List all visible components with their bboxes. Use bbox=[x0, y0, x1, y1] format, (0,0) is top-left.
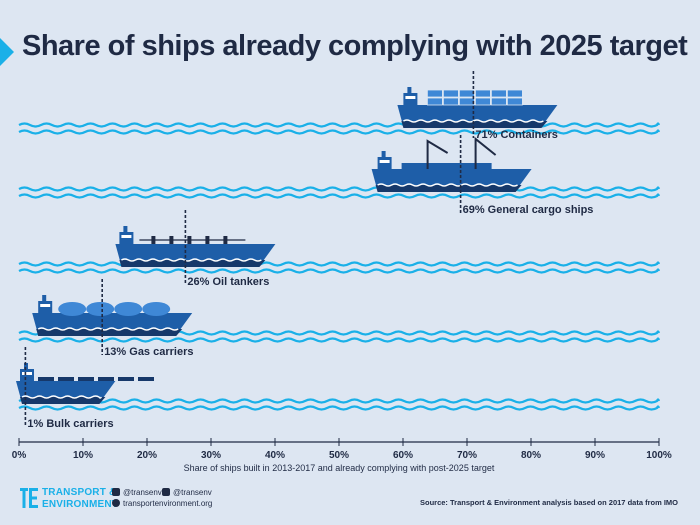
wave-line bbox=[18, 398, 661, 404]
facebook-text: @transenv bbox=[173, 488, 212, 497]
x-axis-label: Share of ships built in 2013-2017 and al… bbox=[184, 463, 495, 473]
globe-icon bbox=[112, 499, 120, 507]
facebook-handle[interactable]: @transenv bbox=[162, 488, 212, 497]
x-tick-label: 30% bbox=[201, 450, 221, 461]
wave-line bbox=[18, 122, 661, 128]
wave-line bbox=[18, 186, 661, 192]
bulk-carrier-icon bbox=[16, 363, 154, 404]
wave-line bbox=[18, 337, 661, 343]
x-tick-label: 60% bbox=[393, 450, 413, 461]
x-tick-label: 40% bbox=[265, 450, 285, 461]
general-cargo-ship-icon bbox=[371, 136, 532, 192]
data-label: 26% Oil tankers bbox=[187, 276, 269, 288]
twitter-handle[interactable]: @transenv bbox=[112, 488, 162, 497]
ship-row-2: 69% General cargo ships bbox=[18, 135, 661, 216]
x-tick-label: 100% bbox=[646, 450, 672, 461]
chart-title: Share of ships already complying with 20… bbox=[22, 30, 688, 62]
footer: TRANSPORT & ENVIRONMENT @transenv @trans… bbox=[0, 480, 700, 525]
source-note: Source: Transport & Environment analysis… bbox=[420, 498, 678, 507]
container-ship-icon bbox=[397, 87, 558, 128]
data-label: 69% General cargo ships bbox=[463, 204, 594, 216]
brand-line2: ENVIRONMENT bbox=[42, 499, 119, 510]
data-label: 1% Bulk carriers bbox=[27, 418, 113, 430]
data-label: 71% Containers bbox=[475, 129, 558, 141]
website-link[interactable]: transportenvironment.org bbox=[112, 499, 212, 508]
x-tick-label: 70% bbox=[457, 450, 477, 461]
x-axis: 0% 10% 20% 30% 40% 50% 60% 70% 80% 90% 100% Share o… bbox=[12, 438, 672, 473]
wave-line bbox=[18, 405, 661, 411]
title-bar: Share of ships already complying with 20… bbox=[0, 30, 700, 74]
ship-row-4: 13% Gas carriers bbox=[18, 279, 661, 358]
gas-carrier-icon bbox=[32, 295, 193, 336]
facebook-icon bbox=[162, 488, 170, 496]
data-label: 13% Gas carriers bbox=[104, 346, 193, 358]
wave-line bbox=[18, 261, 661, 267]
wave-line bbox=[18, 268, 661, 274]
website-text: transportenvironment.org bbox=[123, 499, 213, 508]
x-tick-label: 50% bbox=[329, 450, 349, 461]
ship-row-1: 71% Containers bbox=[18, 71, 661, 141]
chart-area: 71% Containers 69% General cargo ships 26%… bbox=[12, 71, 672, 473]
x-tick-label: 20% bbox=[137, 450, 157, 461]
x-tick-label: 80% bbox=[521, 450, 541, 461]
twitter-text: @transenv bbox=[123, 488, 162, 497]
ship-row-5: 1% Bulk carriers bbox=[16, 347, 661, 430]
wave-line bbox=[18, 129, 661, 135]
oil-tanker-icon bbox=[115, 226, 276, 267]
x-tick-label: 90% bbox=[585, 450, 605, 461]
x-tick-label: 0% bbox=[12, 450, 27, 461]
wave-line bbox=[18, 193, 661, 199]
x-tick-label: 10% bbox=[73, 450, 93, 461]
brand-line1: TRANSPORT & bbox=[42, 487, 117, 498]
twitter-icon bbox=[112, 488, 120, 496]
title-accent-icon bbox=[0, 38, 14, 66]
ship-row-3: 26% Oil tankers bbox=[18, 210, 661, 288]
te-logo-icon bbox=[20, 488, 38, 508]
